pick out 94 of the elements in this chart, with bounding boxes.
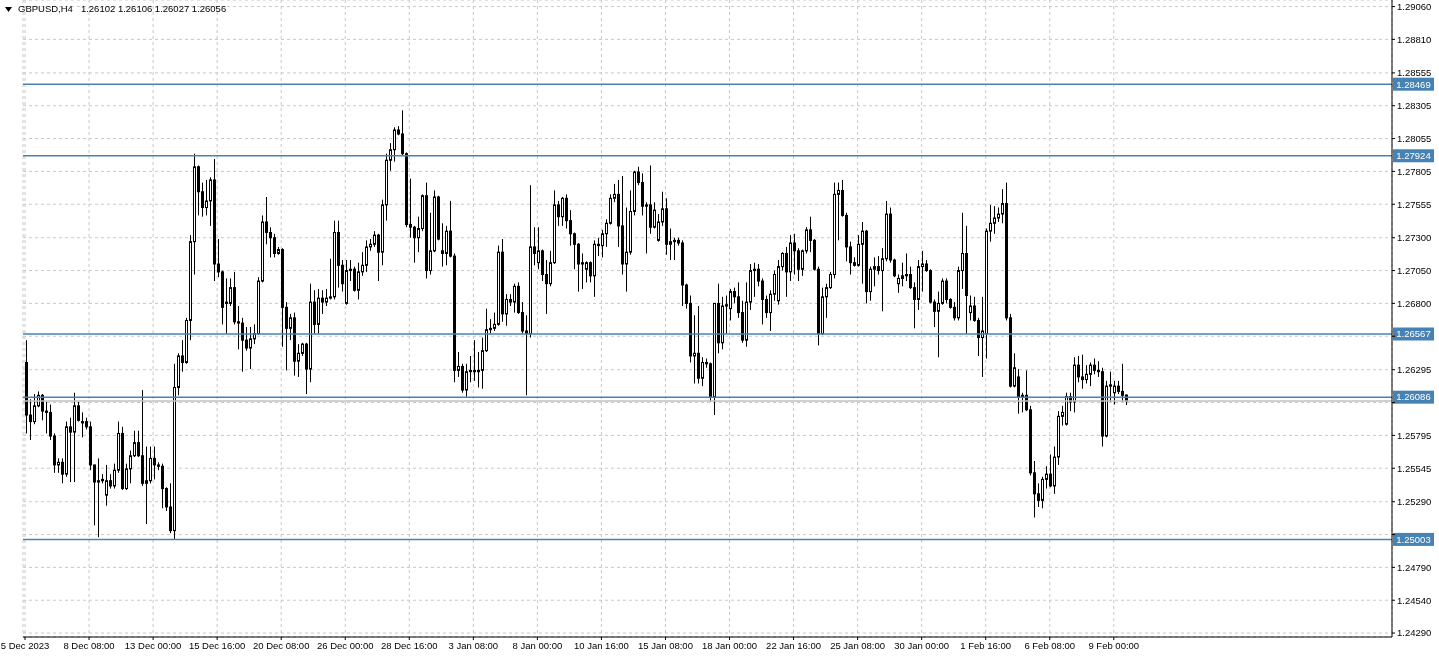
candlestick <box>445 225 448 266</box>
candlestick <box>1041 476 1044 509</box>
candlestick <box>161 463 164 509</box>
candlestick <box>945 277 948 304</box>
candlestick <box>993 205 996 235</box>
candlestick <box>585 260 588 283</box>
x-tick-label: 13 Dec 00:00 <box>124 639 182 651</box>
x-tick-label: 22 Jan 16:00 <box>766 639 822 651</box>
ref-line-label: 1.28469 <box>1396 78 1431 90</box>
candlestick <box>565 193 568 230</box>
candlestick <box>541 249 544 282</box>
x-tick-label: 1 Feb 16:00 <box>960 639 1012 651</box>
y-tick-label: 1.27555 <box>1397 198 1432 210</box>
candlestick <box>1113 380 1116 406</box>
y-tick-label: 1.24290 <box>1397 627 1432 639</box>
candlestick <box>249 326 252 370</box>
candlestick <box>273 233 276 258</box>
candlestick <box>513 283 516 314</box>
candlestick <box>105 464 108 507</box>
x-tick-label: 10 Jan 16:00 <box>573 639 629 651</box>
ref-line-label: 1.25003 <box>1396 533 1431 545</box>
y-tick-label: 1.28305 <box>1397 100 1432 112</box>
y-tick-label: 1.28555 <box>1397 67 1432 79</box>
candlestick <box>1121 363 1124 403</box>
candlestick <box>1085 364 1088 385</box>
y-tick-label: 1.25290 <box>1397 496 1432 508</box>
y-tick-label: 1.24540 <box>1397 594 1432 606</box>
candlestick <box>145 446 148 525</box>
candlestick <box>353 266 356 293</box>
x-tick-label: 15 Jan 08:00 <box>638 639 693 651</box>
candlestick <box>877 255 880 275</box>
candlestick <box>473 339 476 382</box>
x-tick-label: 26 Dec 00:00 <box>316 639 374 651</box>
candlestick <box>701 356 704 387</box>
candlestick <box>441 222 444 268</box>
candlestick <box>413 225 416 264</box>
candlestick <box>241 317 244 373</box>
candlestick <box>785 246 788 298</box>
candlestick <box>969 295 972 321</box>
y-tick-label: 1.24790 <box>1397 561 1432 573</box>
candlestick <box>97 457 100 538</box>
x-tick-label: 30 Jan 00:00 <box>894 639 950 651</box>
candlestick <box>673 237 676 261</box>
x-tick-label: 28 Dec 16:00 <box>381 639 438 651</box>
y-tick-label: 1.25545 <box>1397 462 1432 474</box>
chart-subtitle: 1.26102 1.26106 1.26027 1.26056 <box>80 3 227 15</box>
chart-title: GBPUSD,H4 <box>18 3 73 15</box>
candlestick <box>1089 362 1092 387</box>
y-tick-label: 1.26295 <box>1397 364 1432 376</box>
y-tick-label: 1.27300 <box>1397 232 1432 244</box>
candlestick <box>153 446 156 480</box>
candlestick <box>649 164 652 235</box>
x-tick-label: 9 Feb 00:00 <box>1088 639 1140 651</box>
y-tick-label: 1.28055 <box>1397 132 1432 144</box>
candlestick <box>625 207 628 293</box>
candlestick <box>641 172 644 216</box>
y-tick-label: 1.28810 <box>1397 33 1432 45</box>
y-tick-label: 1.27805 <box>1397 165 1432 177</box>
candlestick <box>1049 453 1052 488</box>
candlestick <box>393 126 396 163</box>
candlestick <box>901 262 904 287</box>
y-tick-label: 1.25795 <box>1397 429 1432 441</box>
candlestick <box>245 326 248 352</box>
ref-line-label: 1.27924 <box>1396 150 1431 162</box>
x-tick-label: 8 Jan 00:00 <box>512 639 563 651</box>
candlestick <box>561 196 564 227</box>
x-tick-label: 20 Dec 08:00 <box>252 639 310 651</box>
x-tick-label: 25 Jan 08:00 <box>830 639 886 651</box>
candlestick <box>365 239 368 273</box>
candlestick <box>33 393 36 425</box>
candlestick <box>1081 354 1084 390</box>
candlestick <box>465 363 468 398</box>
candlestick <box>857 234 860 268</box>
x-tick-label: 15 Dec 16:00 <box>188 639 246 651</box>
y-tick-label: 1.27050 <box>1397 264 1432 276</box>
x-tick-label: 3 Jan 08:00 <box>448 639 499 651</box>
ref-line-label: 1.26567 <box>1396 328 1431 340</box>
ref-line-label: 1.26086 <box>1396 391 1431 403</box>
candlestick <box>477 351 480 388</box>
y-tick-label: 1.29060 <box>1397 0 1432 12</box>
y-tick-label: 1.26800 <box>1397 297 1432 309</box>
candlestick <box>81 411 84 438</box>
x-tick-label: 8 Dec 08:00 <box>63 639 115 651</box>
x-tick-label: 5 Dec 2023 <box>0 639 50 651</box>
candlestick <box>729 288 732 321</box>
candlestick <box>357 262 360 300</box>
candlestick <box>205 179 208 216</box>
candlestick <box>793 233 796 275</box>
x-tick-label: 6 Feb 08:00 <box>1024 639 1076 651</box>
candlestick <box>897 274 900 294</box>
candlestick <box>149 446 152 484</box>
candlestick <box>461 363 464 394</box>
x-tick-label: 18 Jan 00:00 <box>702 639 757 651</box>
candlestick <box>1017 368 1020 415</box>
